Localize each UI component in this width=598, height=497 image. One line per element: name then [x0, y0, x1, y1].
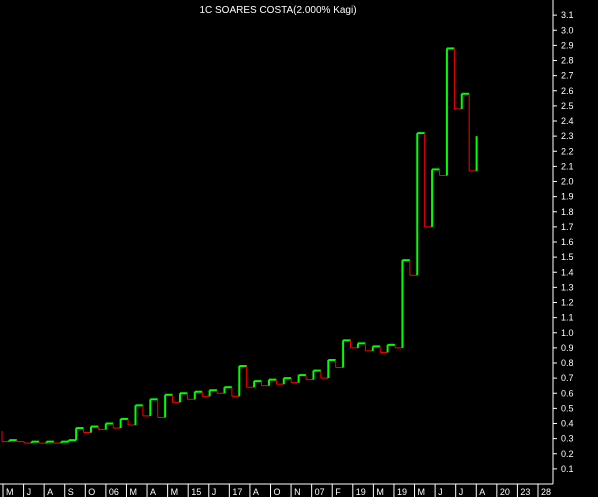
y-tick-label: 2.8 — [561, 56, 574, 66]
y-tick-label: 1.7 — [561, 222, 574, 232]
y-tick-label: 0.8 — [561, 358, 574, 368]
x-tick-label: N — [294, 487, 301, 497]
y-tick-label: 1.1 — [561, 313, 574, 323]
y-tick-label: 0.5 — [561, 403, 574, 413]
x-tick-label: 28 — [541, 487, 551, 497]
x-tick-label: S — [68, 487, 74, 497]
y-tick-label: 1.9 — [561, 192, 574, 202]
y-axis: 0.1 0.2 0.3 0.4 0.5 0.6 0.7 0.8 0.9 1.0 1.1 1.2 1.3 1… — [553, 10, 574, 474]
x-tick-label: J — [212, 487, 217, 497]
x-tick-label: M — [376, 487, 384, 497]
y-tick-label: 0.1 — [561, 464, 574, 474]
kagi-series — [1, 47, 478, 444]
y-tick-label: 2.3 — [561, 131, 574, 141]
x-tick-label: 20 — [500, 487, 510, 497]
y-tick-label: 2.6 — [561, 86, 574, 96]
y-tick-label: 0.4 — [561, 419, 574, 429]
chart-title: 1C SOARES COSTA(2.000% Kagi) — [199, 5, 356, 16]
x-tick-label: A — [479, 487, 485, 497]
x-tick-label: 23 — [520, 487, 530, 497]
y-tick-label: 2.9 — [561, 40, 574, 50]
x-tick-label: M — [418, 487, 426, 497]
y-tick-label: 1.4 — [561, 267, 574, 277]
x-tick-label: M — [6, 487, 14, 497]
x-tick-label: 07 — [315, 487, 325, 497]
x-tick-label: 19 — [397, 487, 407, 497]
x-tick-label: J — [27, 487, 32, 497]
y-tick-label: 0.6 — [561, 388, 574, 398]
x-tick-label: 19 — [356, 487, 366, 497]
y-tick-label: 2.4 — [561, 116, 574, 126]
x-tick-label: O — [88, 487, 95, 497]
y-tick-label: 0.7 — [561, 373, 574, 383]
y-tick-label: 2.5 — [561, 101, 574, 111]
x-tick-label: 15 — [191, 487, 201, 497]
y-tick-label: 1.6 — [561, 237, 574, 247]
x-tick-label: A — [253, 487, 259, 497]
x-tick-label: A — [47, 487, 53, 497]
x-tick-label: 17 — [232, 487, 242, 497]
x-tick-label: 06 — [109, 487, 119, 497]
x-tick-label: M — [171, 487, 179, 497]
y-tick-label: 3.0 — [561, 25, 574, 35]
y-tick-label: 2.1 — [561, 161, 574, 171]
x-tick-label: F — [335, 487, 341, 497]
y-tick-label: 2.7 — [561, 71, 574, 81]
x-tick-label: A — [150, 487, 156, 497]
y-tick-label: 1.0 — [561, 328, 574, 338]
y-tick-label: 0.2 — [561, 449, 574, 459]
x-tick-label: J — [459, 487, 464, 497]
y-tick-label: 2.2 — [561, 146, 574, 156]
y-tick-label: 0.9 — [561, 343, 574, 353]
y-tick-label: 1.8 — [561, 207, 574, 217]
x-tick-label: J — [438, 487, 443, 497]
y-tick-label: 3.1 — [561, 10, 574, 20]
y-tick-label: 1.2 — [561, 298, 574, 308]
y-tick-label: 1.3 — [561, 282, 574, 292]
x-axis: M J A S O 06 M A M 15 J 17 A O N 07 F 19 M 19 M J J A 20 23 28 — [2, 484, 551, 497]
y-tick-label: 1.5 — [561, 252, 574, 262]
x-tick-label: O — [274, 487, 281, 497]
y-tick-label: 2.0 — [561, 177, 574, 187]
y-tick-label: 0.3 — [561, 434, 574, 444]
x-tick-label: M — [129, 487, 137, 497]
